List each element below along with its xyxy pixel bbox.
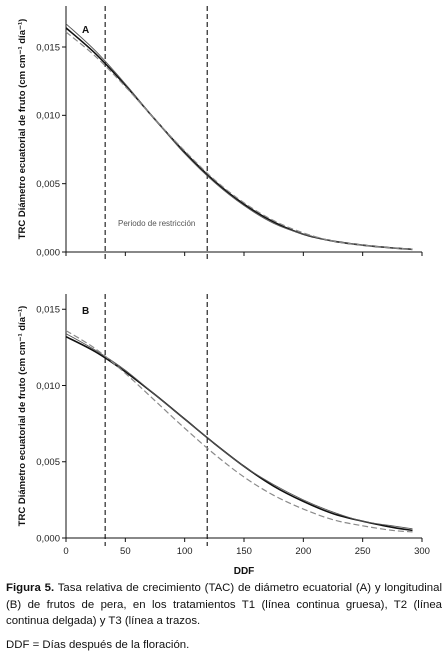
series-line-solid-thin: [65, 333, 413, 530]
x-tick-label: 50: [120, 546, 131, 557]
series-line-solid-thin: [65, 23, 413, 250]
figure: 0,000 0,005 0,010 0,015 A Periodo de restricc…: [17, 6, 430, 577]
x-tick-label: 250: [355, 546, 371, 557]
caption-label: Figura 5.: [6, 582, 55, 594]
series-line-dashed: [65, 31, 413, 250]
series-line-dashed: [65, 330, 413, 533]
x-tick-label: 100: [177, 546, 193, 557]
caption-text: Tasa relativa de crecimiento (TAC) de di…: [6, 582, 442, 627]
panel-letter: A: [82, 25, 89, 36]
x-tick-label: 200: [295, 546, 311, 557]
period-annotation: Periodo de restricción: [118, 219, 195, 228]
y-tick-label: 0,015: [36, 42, 60, 53]
x-axis-label: DDF: [234, 566, 255, 577]
y-tick-label: 0,005: [36, 179, 60, 190]
y-tick-label: 0,010: [36, 111, 60, 122]
y-axis-label: TRC Diámetro ecuatorial de fruto (cm cm⁻…: [17, 306, 28, 527]
x-tick-label: 150: [236, 546, 252, 557]
y-tick-label: 0,015: [36, 305, 60, 316]
panel-letter: B: [82, 306, 89, 317]
chart-svg: 0,000 0,005 0,010 0,015 A Periodo de restricc…: [17, 6, 430, 577]
y-tick-label: 0,005: [36, 457, 60, 468]
panel-A: 0,000 0,005 0,010 0,015 A Periodo de restricc…: [17, 6, 423, 260]
series-line-solid-thick: [65, 335, 413, 532]
footnote: DDF = Días después de la floración.: [6, 639, 190, 651]
y-tick-label: 0,010: [36, 381, 60, 392]
x-tick-label: 300: [414, 546, 430, 557]
y-tick-label: 0,000: [36, 247, 60, 258]
x-tick-label: 0: [63, 546, 68, 557]
figure-caption: Figura 5. Tasa relativa de crecimiento (…: [6, 580, 442, 630]
panel-B: 0,000 0,005 0,010 0,015 0 50 100 150 200 250 300 B T…: [17, 294, 430, 577]
series-line-solid-thick: [65, 27, 413, 251]
y-axis-label: TRC Diámetro ecuatorial de fruto (cm cm⁻…: [17, 19, 28, 240]
y-tick-label: 0,000: [36, 533, 60, 544]
